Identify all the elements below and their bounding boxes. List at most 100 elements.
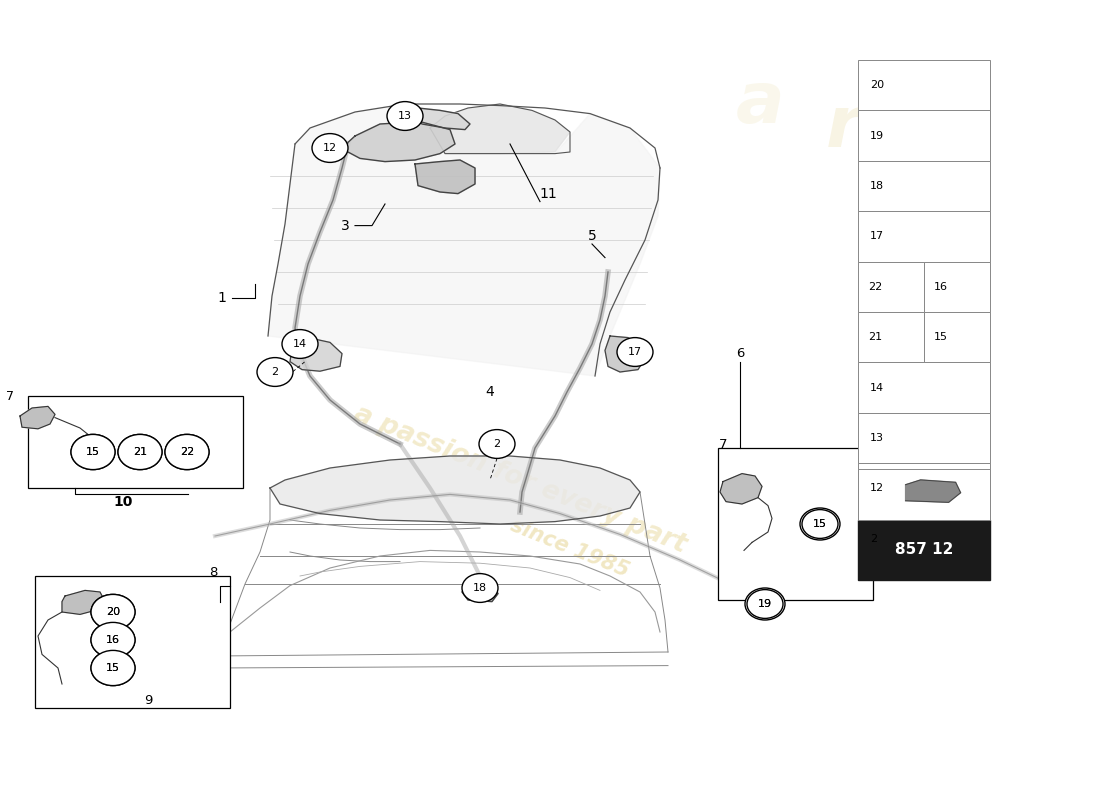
Text: a: a [736, 70, 784, 138]
Bar [924, 262, 990, 312]
Circle shape [118, 434, 162, 470]
Polygon shape [345, 122, 455, 162]
Text: 2: 2 [870, 534, 877, 544]
Bar [858, 211, 990, 262]
Bar [858, 262, 924, 312]
Text: 19: 19 [870, 130, 884, 141]
Text: 20: 20 [106, 607, 120, 617]
Text: 11: 11 [539, 186, 557, 201]
Circle shape [747, 590, 783, 618]
Bar [858, 161, 990, 211]
Text: 21: 21 [133, 447, 147, 457]
Polygon shape [408, 108, 470, 130]
Text: 21: 21 [133, 447, 147, 457]
Text: 20: 20 [106, 607, 120, 617]
Circle shape [282, 330, 318, 358]
Text: 2: 2 [494, 439, 501, 449]
Bar [858, 514, 990, 564]
Text: 17: 17 [628, 347, 642, 357]
Circle shape [802, 510, 838, 538]
Bar [28, 396, 243, 488]
Polygon shape [290, 336, 342, 371]
Text: 12: 12 [323, 143, 337, 153]
Bar [858, 312, 924, 362]
Text: 15: 15 [813, 519, 827, 529]
Bar [858, 413, 990, 463]
Bar [858, 463, 990, 514]
Text: 14: 14 [870, 382, 884, 393]
Text: 5: 5 [587, 229, 596, 243]
Text: 15: 15 [813, 519, 827, 529]
Text: 17: 17 [870, 231, 884, 242]
Circle shape [165, 434, 209, 470]
Bar [858, 110, 990, 161]
Text: 16: 16 [106, 635, 120, 645]
Bar [858, 362, 990, 413]
Text: since 1985: since 1985 [508, 515, 632, 581]
Polygon shape [20, 406, 55, 429]
Circle shape [387, 102, 424, 130]
Text: 19: 19 [758, 599, 772, 609]
Text: 18: 18 [870, 181, 884, 191]
Text: 857 12: 857 12 [894, 542, 954, 558]
Circle shape [800, 508, 840, 540]
Circle shape [478, 430, 515, 458]
Circle shape [72, 434, 116, 470]
Text: 21: 21 [868, 332, 882, 342]
Text: 10: 10 [113, 494, 133, 509]
Circle shape [91, 650, 135, 686]
Text: a passion for every part: a passion for every part [350, 401, 690, 559]
Text: 15: 15 [934, 332, 948, 342]
Text: 15: 15 [106, 663, 120, 673]
Text: 15: 15 [106, 663, 120, 673]
Polygon shape [462, 582, 498, 602]
Circle shape [91, 650, 135, 686]
Text: 15: 15 [86, 447, 100, 457]
Text: 3: 3 [341, 218, 350, 233]
Bar [924, 312, 990, 362]
Circle shape [91, 594, 135, 630]
Polygon shape [268, 104, 660, 376]
Text: res: res [826, 94, 954, 162]
Circle shape [312, 134, 348, 162]
Polygon shape [430, 104, 570, 154]
Polygon shape [270, 456, 640, 524]
Text: 22: 22 [180, 447, 194, 457]
Circle shape [118, 434, 162, 470]
Text: 16: 16 [934, 282, 948, 292]
Text: 22: 22 [868, 282, 882, 292]
Circle shape [165, 434, 209, 470]
Text: 13: 13 [398, 111, 412, 121]
Polygon shape [720, 474, 762, 504]
Bar [858, 469, 990, 519]
Text: 2: 2 [272, 367, 278, 377]
Text: 15: 15 [86, 447, 100, 457]
Text: 14: 14 [293, 339, 307, 349]
Text: 12: 12 [870, 483, 884, 494]
Circle shape [91, 622, 135, 658]
Circle shape [257, 358, 293, 386]
Text: 8: 8 [209, 566, 217, 578]
Text: 18: 18 [473, 583, 487, 593]
Text: 22: 22 [180, 447, 194, 457]
Polygon shape [62, 590, 104, 614]
Text: 19: 19 [758, 599, 772, 609]
Text: 7: 7 [6, 390, 14, 402]
Text: 4: 4 [485, 385, 494, 399]
Bar [858, 519, 990, 580]
Circle shape [72, 434, 116, 470]
Text: 9: 9 [144, 694, 152, 706]
Text: 6: 6 [736, 347, 745, 360]
Polygon shape [605, 336, 645, 372]
Circle shape [745, 588, 785, 620]
Text: 20: 20 [870, 80, 884, 90]
Text: 16: 16 [106, 635, 120, 645]
Circle shape [91, 594, 135, 630]
Text: 7: 7 [718, 438, 727, 450]
Bar [35, 576, 230, 708]
Text: 1: 1 [218, 290, 227, 305]
Polygon shape [905, 480, 960, 502]
Circle shape [91, 622, 135, 658]
Bar [858, 60, 990, 110]
Circle shape [462, 574, 498, 602]
